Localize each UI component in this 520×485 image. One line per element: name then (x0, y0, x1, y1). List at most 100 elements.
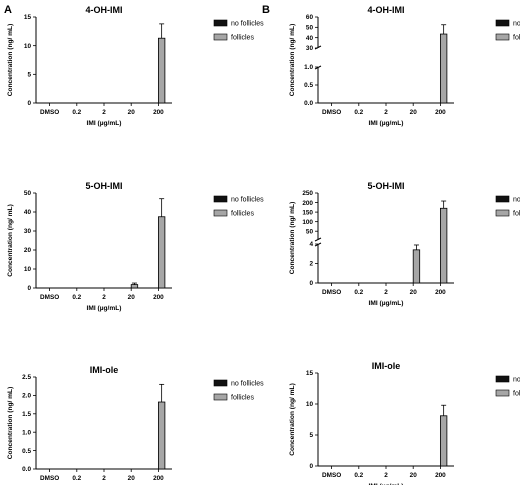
bar (157, 401, 166, 470)
x-tick-label: 20 (128, 294, 136, 301)
y-tick-label: 1.0 (304, 64, 313, 71)
chart-title: 4-OH-IMI (368, 5, 405, 15)
legend-swatch (495, 195, 510, 203)
y-tick-label: 0 (309, 280, 313, 287)
x-tick-label: 0.2 (354, 289, 363, 296)
legend-label: follicles (231, 395, 254, 402)
chart-title: 4-OH-IMI (86, 5, 123, 15)
x-tick-label: 2 (102, 294, 106, 301)
x-tick-label: DMSO (40, 475, 59, 482)
y-tick-label: 0.5 (304, 82, 313, 89)
y-tick-label: 10 (24, 43, 32, 50)
y-tick-label: 30 (306, 45, 314, 52)
x-tick-label: 0.2 (72, 475, 81, 482)
y-tick-label: 150 (302, 209, 313, 216)
y-tick-label: 0 (27, 285, 31, 292)
legend-swatch (495, 209, 510, 217)
x-tick-label: DMSO (322, 289, 341, 296)
legend-swatch (495, 33, 510, 41)
legend-swatch (495, 19, 510, 27)
y-tick-label: 0.5 (22, 448, 31, 455)
chart-title: IMI-ole (90, 365, 119, 375)
legend-swatch (213, 19, 228, 27)
legend-label: follicles (231, 35, 254, 42)
x-tick-label: 20 (128, 475, 136, 482)
x-axis-label: IMI (µg/mL) (87, 305, 122, 312)
y-tick-label: 0 (309, 463, 313, 470)
y-tick-label: 2 (309, 261, 313, 268)
y-tick-label: 10 (306, 401, 314, 408)
y-tick-label: 15 (24, 14, 32, 21)
panel-letter-a: A (4, 4, 12, 16)
bar (439, 415, 448, 467)
y-tick-label: 1.0 (22, 429, 31, 436)
x-tick-label: DMSO (322, 472, 341, 479)
x-tick-label: 0.2 (72, 109, 81, 116)
legend-swatch (213, 379, 228, 387)
y-tick-label: 2.5 (22, 374, 31, 381)
chart-1: 4-OH-IMI 0 5 10 15 DMSO 0.2 2 20 200 IMI (µg/mL) Co… (7, 5, 264, 127)
x-tick-label: 200 (435, 289, 446, 296)
x-tick-label: 2 (384, 472, 388, 479)
legend-label: no follicles (231, 21, 264, 28)
y-tick-label: 50 (24, 190, 32, 197)
x-tick-label: 200 (153, 294, 164, 301)
axis-break-mark (314, 237, 322, 242)
legend-label: no follicles (513, 197, 520, 204)
x-tick-label: DMSO (322, 109, 341, 116)
panel-letter-b: B (262, 4, 270, 16)
chart-title: 5-OH-IMI (86, 181, 123, 191)
legend-swatch (495, 375, 510, 383)
x-tick-label: 2 (102, 475, 106, 482)
x-tick-label: 2 (102, 109, 106, 116)
y-tick-label: 250 (302, 190, 313, 197)
x-tick-label: 200 (435, 472, 446, 479)
legend-label: follicles (513, 211, 520, 218)
y-axis-label: Concentration (ng/ mL) (7, 387, 14, 460)
y-tick-label: 1.5 (22, 411, 31, 418)
x-tick-label: 20 (410, 109, 418, 116)
y-tick-label: 200 (302, 200, 313, 207)
x-tick-label: 0.2 (354, 472, 363, 479)
bar (130, 284, 139, 289)
y-axis-label: Concentration (ng/ mL) (289, 202, 296, 275)
x-tick-label: 0.2 (72, 294, 81, 301)
x-tick-label: 20 (410, 289, 418, 296)
y-tick-label: 0 (27, 100, 31, 107)
x-axis-label: IMI (µg/mL) (369, 483, 404, 485)
x-axis-label: IMI (µg/mL) (369, 300, 404, 307)
x-axis-label: IMI (µg/mL) (369, 120, 404, 127)
y-tick-label: 2.0 (22, 393, 31, 400)
y-tick-label: 60 (306, 14, 314, 21)
legend-swatch (213, 209, 228, 217)
bar (439, 207, 448, 284)
chart-title: IMI-ole (372, 361, 401, 371)
axis-break-mark (314, 45, 322, 50)
x-tick-label: 200 (153, 475, 164, 482)
chart-2: 4-OH-IMI 0.0 0.5 1.0 30 40 50 60 DMSO 0.2 2 20 200 IM… (289, 5, 520, 127)
y-axis-label: Concentration (ng/ mL) (7, 204, 14, 277)
x-tick-label: 20 (128, 109, 136, 116)
y-tick-label: 15 (306, 370, 314, 377)
y-tick-label: 5 (309, 432, 313, 439)
x-tick-label: 20 (410, 472, 418, 479)
legend-swatch (495, 389, 510, 397)
legend-label: no follicles (231, 197, 264, 204)
x-tick-label: 200 (153, 109, 164, 116)
chart-title: 5-OH-IMI (368, 181, 405, 191)
axis-break-mark (314, 65, 322, 70)
chart-5: IMI-ole0.00.51.01.52.02.5DMSO0.2220200IM… (7, 365, 264, 482)
y-tick-label: 50 (306, 228, 314, 235)
x-tick-label: DMSO (40, 109, 59, 116)
bar (157, 37, 166, 104)
y-tick-label: 20 (24, 247, 32, 254)
y-tick-label: 30 (24, 228, 32, 235)
chart-4: 5-OH-IMI 0 2 4 50 100 150 200 250 DMSO 0.2 2 20 200 IM… (289, 181, 520, 307)
axis-break-mark (314, 242, 322, 247)
legend-swatch (213, 393, 228, 401)
y-tick-label: 50 (306, 25, 314, 32)
y-tick-label: 10 (24, 266, 32, 273)
legend-swatch (213, 33, 228, 41)
x-tick-label: 0.2 (354, 109, 363, 116)
